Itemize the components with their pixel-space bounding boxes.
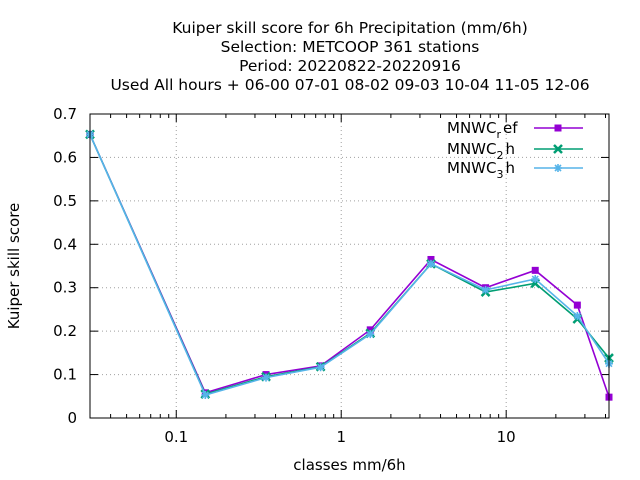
data-point [366, 326, 374, 334]
series-MNWC_3h [86, 130, 613, 399]
data-point-stroke [573, 311, 582, 320]
data-point-stroke [201, 390, 210, 399]
axis-ticks [90, 113, 609, 419]
data-point [262, 373, 271, 382]
data-point-stroke [531, 275, 540, 284]
y-tick-label: 0.4 [53, 235, 77, 253]
data-point [553, 144, 563, 154]
y-tick-label: 0 [67, 409, 77, 427]
y-tick-label: 0.6 [53, 148, 77, 166]
legend-label-tail: h [505, 159, 515, 177]
legend-label-main: MNWC [447, 140, 496, 158]
data-point-stroke [481, 285, 490, 294]
tick-labels: 0 0.1 0.2 0.3 0.4 0.5 0.6 0.7 0.1 1 10 [53, 105, 516, 446]
y-tick-label: 0.2 [53, 322, 77, 340]
x-tick-label: 1 [336, 428, 346, 446]
data-point [573, 311, 582, 320]
legend-label-main: MNWC [447, 119, 496, 137]
legend-label-subscript: 2 [496, 149, 503, 162]
data-point-stroke [366, 330, 375, 339]
y-tick-label: 0.3 [53, 279, 77, 297]
y-tick-label: 0.1 [53, 366, 77, 384]
x-tick-label: 0.1 [164, 428, 188, 446]
legend-label-MNWC_2h: MNWC2 h [447, 140, 515, 162]
data-point [201, 390, 210, 399]
legend-label-tail: h [505, 140, 515, 158]
legend-label-main: MNWC [447, 159, 496, 177]
legend-label-tail: ef [503, 119, 518, 137]
data-point [316, 363, 325, 372]
plot-frame [89, 113, 610, 419]
legend-label-subscript: 3 [496, 168, 503, 181]
title-line-3: Period: 20220822-20220916 [239, 57, 461, 75]
data-point [426, 259, 435, 268]
title-line-4: Used All hours + 06-00 07-01 08-02 09-03… [110, 76, 589, 94]
data-point [554, 164, 562, 172]
data-point [573, 301, 581, 309]
series-line-MNWC_ref [89, 134, 610, 398]
title-line-2: Selection: METCOOP 361 stations [221, 38, 480, 56]
legend-label-MNWC_ref: MNWCr ef [447, 119, 518, 141]
data-point [427, 255, 435, 263]
data-series [85, 129, 614, 401]
data-point-stroke [426, 259, 435, 268]
legend-label-subscript: r [496, 128, 501, 141]
y-tick-label: 0.5 [53, 192, 77, 210]
data-point [554, 124, 562, 132]
series-MNWC_2h [85, 129, 614, 399]
series-MNWC_ref [86, 130, 613, 401]
x-axis-label: classes mm/6h [293, 456, 405, 474]
data-point-stroke [553, 144, 563, 154]
grid-lines [90, 114, 609, 418]
series-line-MNWC_3h [89, 134, 610, 396]
data-point-stroke [554, 164, 562, 172]
data-point [481, 285, 490, 294]
data-point-stroke [262, 373, 271, 382]
data-point [531, 266, 539, 274]
data-point-stroke [316, 363, 325, 372]
title-line-1: Kuiper skill score for 6h Precipitation … [172, 19, 528, 37]
data-point [366, 330, 375, 339]
series-line-MNWC_2h [89, 134, 610, 396]
chart-title: Kuiper skill score for 6h Precipitation … [110, 19, 589, 94]
y-axis-label: Kuiper skill score [5, 203, 23, 330]
y-tick-label: 0.7 [53, 105, 77, 123]
data-point [531, 275, 540, 284]
x-tick-label: 10 [497, 428, 516, 446]
legend-label-MNWC_3h: MNWC3 h [447, 159, 515, 181]
